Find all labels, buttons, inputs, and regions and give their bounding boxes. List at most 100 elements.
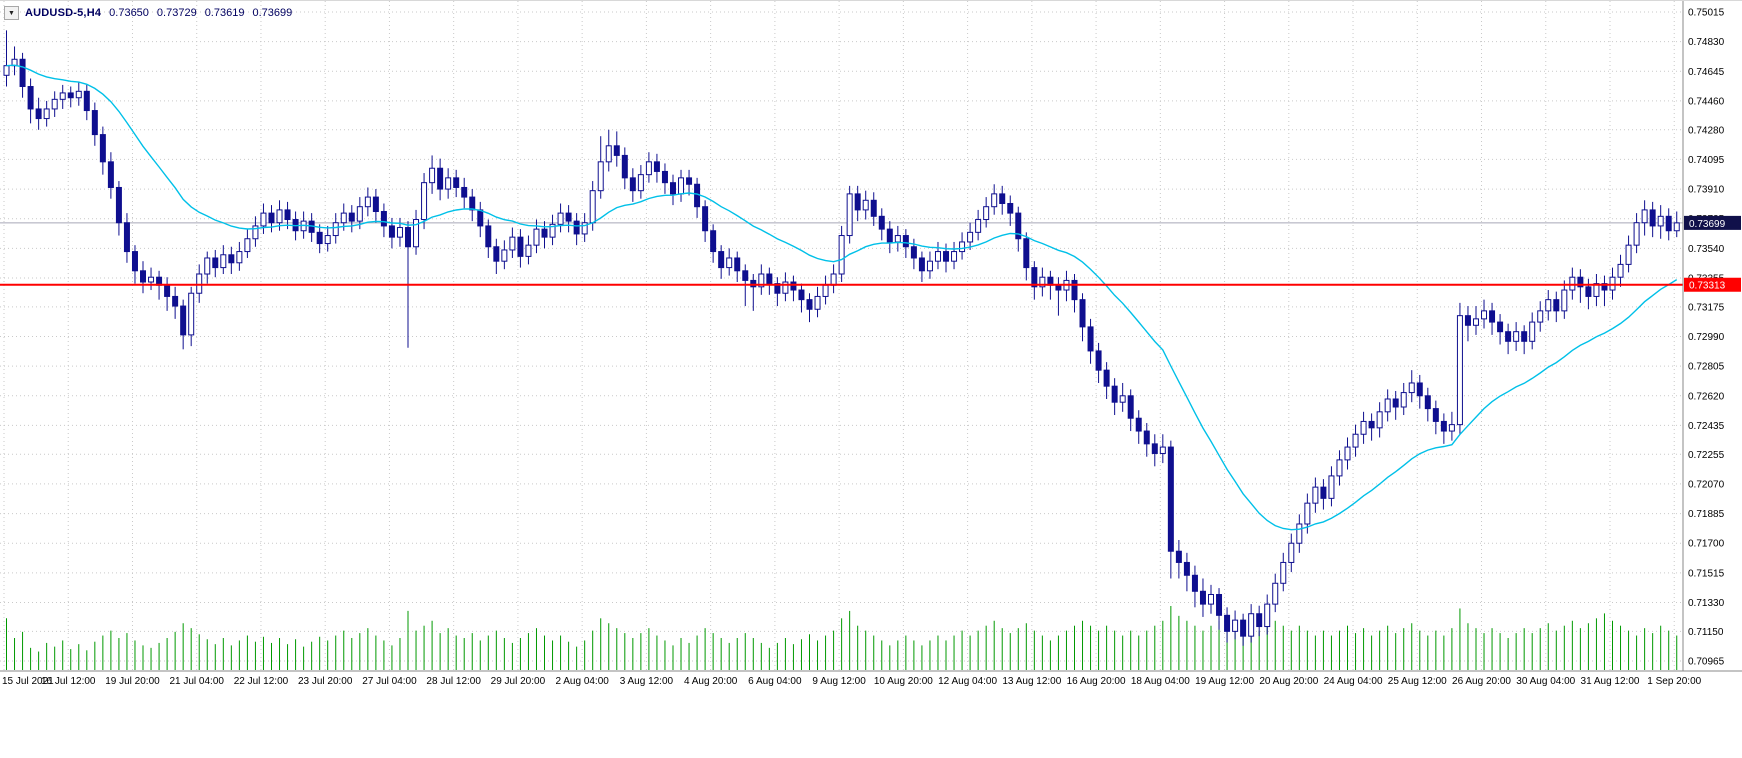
- candle-body: [1464, 315, 1471, 326]
- price-tick-label: 0.71330: [1688, 598, 1725, 609]
- candle-body: [1007, 202, 1014, 214]
- candle-body: [27, 86, 34, 110]
- candle-body: [1617, 263, 1624, 278]
- candle-body: [501, 249, 508, 262]
- candle-body: [1039, 276, 1046, 288]
- red-line-price-badge: 0.73313: [1684, 277, 1741, 292]
- time-tick-label: 13 Aug 12:00: [1002, 676, 1061, 687]
- candle-body: [710, 230, 717, 253]
- candle-body: [581, 222, 588, 235]
- candle-body: [557, 212, 564, 225]
- candle-body: [613, 145, 620, 156]
- candle-body: [164, 284, 171, 297]
- candle-body: [1023, 238, 1030, 269]
- candle-body: [846, 193, 853, 237]
- candle-body: [645, 161, 652, 176]
- candle-body: [252, 225, 259, 240]
- candle-body: [702, 206, 709, 232]
- candle-body: [1432, 408, 1439, 422]
- quote-close: 0.73699: [252, 7, 293, 19]
- candle-body: [1208, 593, 1214, 605]
- candle-body: [236, 251, 243, 264]
- candle-body: [1665, 215, 1672, 232]
- candle-body: [477, 209, 484, 227]
- candle-body: [485, 225, 492, 248]
- candle-body: [1232, 619, 1239, 632]
- candle-body: [934, 251, 941, 262]
- candle-body: [1248, 613, 1255, 637]
- candle-body: [1384, 398, 1391, 413]
- time-tick-label: 3 Aug 12:00: [620, 676, 674, 687]
- price-tick-label: 0.75015: [1688, 8, 1725, 19]
- candle-body: [517, 236, 524, 257]
- candle-body: [790, 281, 797, 291]
- candle-body: [750, 279, 757, 288]
- candle-body: [1336, 459, 1343, 477]
- candle-body: [878, 215, 885, 230]
- candle-body: [653, 161, 660, 172]
- candle-body: [1320, 486, 1327, 499]
- candle-body: [1256, 613, 1263, 628]
- time-tick-label: 1 Sep 20:00: [1647, 676, 1701, 687]
- candle-body: [822, 284, 829, 297]
- candle-body: [1272, 582, 1279, 605]
- candle-body: [661, 170, 668, 184]
- candle-body: [1119, 395, 1126, 403]
- candle-body: [959, 241, 966, 253]
- candle-body: [188, 292, 195, 336]
- bid-price-badge-text: 0.73699: [1689, 219, 1726, 230]
- time-tick-label: 10 Aug 20:00: [874, 676, 933, 687]
- candle-body: [774, 283, 781, 294]
- time-tick-label: 16 Jul 12:00: [41, 676, 96, 687]
- candle-body: [509, 236, 516, 251]
- candle-body: [798, 289, 805, 301]
- price-tick-label: 0.72805: [1688, 362, 1725, 373]
- symbol-dropdown-icon[interactable]: ▼: [4, 6, 19, 20]
- price-tick-label: 0.71700: [1688, 539, 1725, 550]
- candle-body: [1489, 310, 1496, 323]
- price-tick-label: 0.72070: [1688, 479, 1725, 490]
- price-tick-label: 0.74280: [1688, 125, 1725, 136]
- candle-body: [1633, 222, 1640, 246]
- candle-body: [91, 110, 98, 136]
- candle-body: [1521, 331, 1528, 342]
- candle-body: [316, 231, 323, 245]
- candle-body: [1175, 550, 1182, 563]
- candle-body: [115, 186, 122, 224]
- candle-body: [372, 196, 379, 213]
- candle-body: [1392, 398, 1399, 408]
- candle-body: [1288, 542, 1295, 563]
- candle-body: [573, 220, 580, 235]
- candle-body: [1368, 420, 1375, 429]
- candle-body: [332, 222, 339, 237]
- chart-header: ▼ AUDUSD-5,H4 0.73650 0.73729 0.73619 0.…: [4, 6, 292, 20]
- symbol-timeframe-label: AUDUSD-5,H4: [25, 7, 102, 19]
- time-tick-label: 21 Jul 04:00: [169, 676, 224, 687]
- candle-body: [621, 154, 628, 179]
- candle-body: [1585, 286, 1592, 297]
- candle-body: [1649, 209, 1656, 227]
- candle-body: [51, 98, 58, 110]
- candle-body: [541, 228, 548, 238]
- price-axis[interactable]: 0.75015 0.74830 0.74645 0.74460 0.74280 0.740…: [1688, 8, 1725, 668]
- candle-body: [1376, 411, 1383, 429]
- candle-body: [718, 251, 725, 269]
- candle-body: [975, 219, 982, 233]
- candle-body: [131, 251, 138, 272]
- candle-body: [1472, 318, 1479, 326]
- candle-body: [1569, 276, 1576, 291]
- candle-body: [629, 177, 636, 192]
- candle-body: [364, 196, 371, 208]
- candle-body: [734, 257, 741, 272]
- quote-high: 0.73729: [156, 7, 197, 19]
- price-tick-label: 0.74645: [1688, 67, 1725, 78]
- candle-body: [1416, 382, 1423, 397]
- candle-body: [180, 305, 187, 336]
- candle-body: [276, 209, 283, 224]
- candle-body: [1264, 603, 1271, 628]
- candle-body: [902, 235, 909, 248]
- candle-body: [1159, 446, 1166, 454]
